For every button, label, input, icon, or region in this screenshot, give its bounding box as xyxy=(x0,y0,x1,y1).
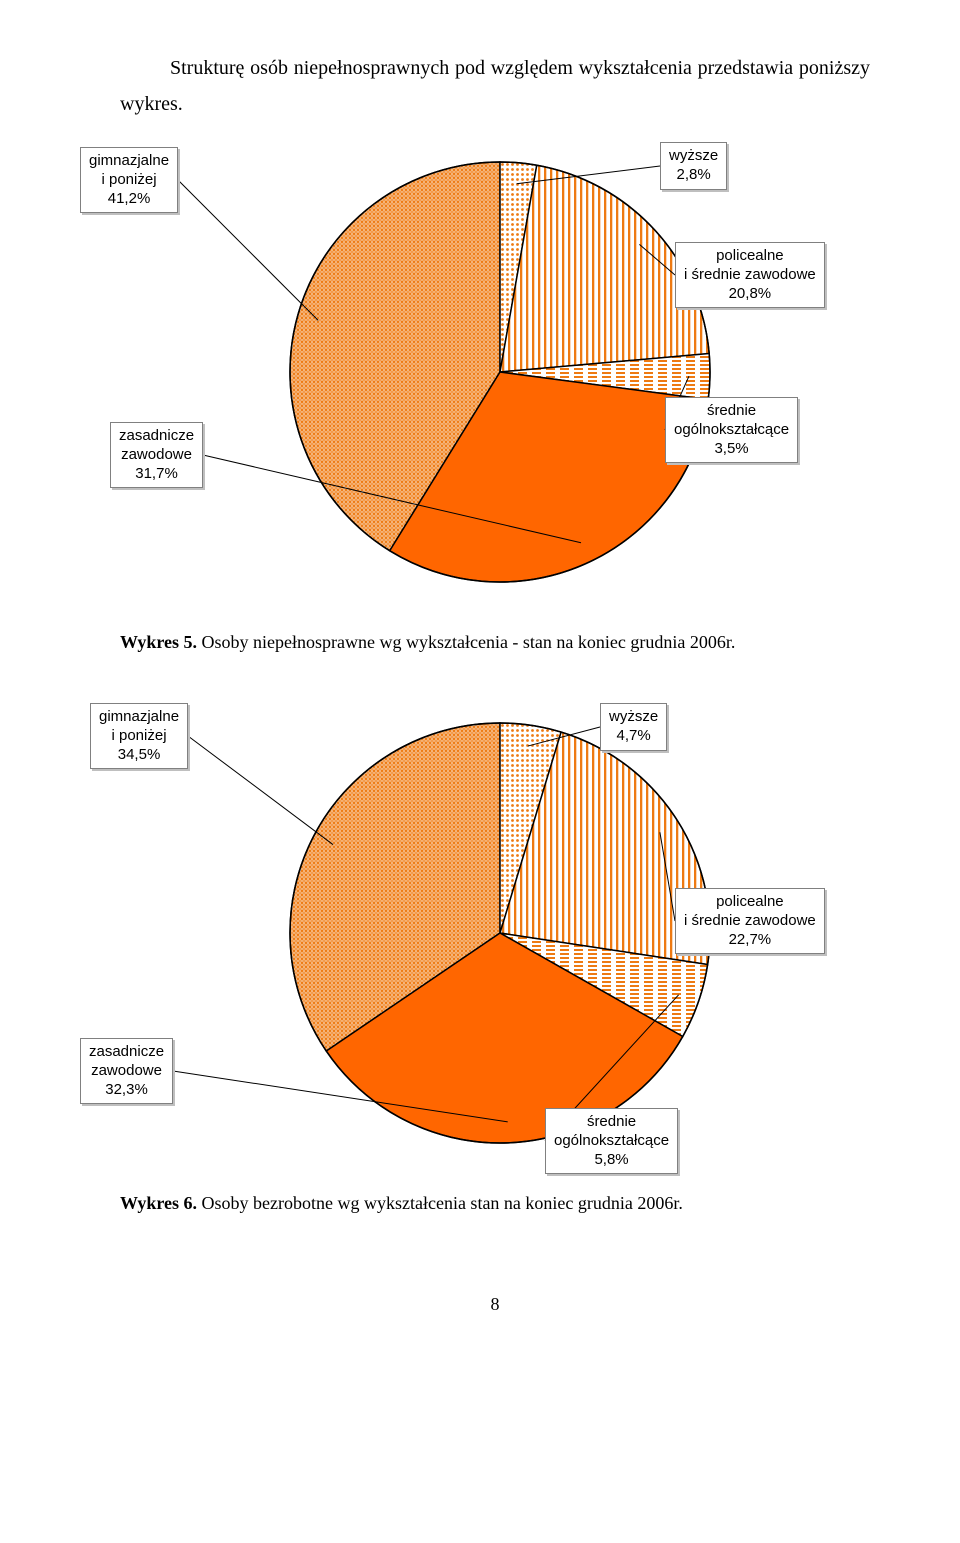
callout-zasad: zasadniczezawodowe31,7% xyxy=(110,422,203,488)
chart-2-caption: Wykres 6. Osoby bezrobotne wg wykształce… xyxy=(120,1193,870,1214)
page-number: 8 xyxy=(120,1294,870,1315)
caption-label: Wykres 5. xyxy=(120,632,197,652)
caption-text: Osoby bezrobotne wg wykształcenia stan n… xyxy=(202,1193,683,1213)
pie-chart-svg xyxy=(280,713,720,1153)
callout-gimn: gimnazjalnei poniżej34,5% xyxy=(90,703,188,769)
chart-2-pie xyxy=(280,713,720,1153)
callout-wyz: wyższe2,8% xyxy=(660,142,727,190)
callout-pol: policealnei średnie zawodowe20,8% xyxy=(675,242,825,308)
chart-1-caption: Wykres 5. Osoby niepełnosprawne wg wyksz… xyxy=(120,632,870,653)
chart-1-pie xyxy=(280,152,720,592)
callout-ogol: średnieogólnokształcące3,5% xyxy=(665,397,798,463)
caption-text: Osoby niepełnosprawne wg wykształcenia -… xyxy=(202,632,736,652)
callout-ogol: średnieogólnokształcące5,8% xyxy=(545,1108,678,1174)
callout-wyz: wyższe4,7% xyxy=(600,703,667,751)
callout-gimn: gimnazjalnei poniżej41,2% xyxy=(80,147,178,213)
callout-zasad: zasadniczezawodowe32,3% xyxy=(80,1038,173,1104)
chart-2: gimnazjalnei poniżej34,5%wyższe4,7%polic… xyxy=(120,713,880,1153)
pie-chart-svg xyxy=(280,152,720,592)
page: Strukturę osób niepełnosprawnych pod wzg… xyxy=(0,0,960,1355)
intro-text: Strukturę osób niepełnosprawnych pod wzg… xyxy=(120,57,870,115)
intro-paragraph: Strukturę osób niepełnosprawnych pod wzg… xyxy=(120,50,870,122)
callout-pol: policealnei średnie zawodowe22,7% xyxy=(675,888,825,954)
chart-1: gimnazjalnei poniżej41,2%wyższe2,8%polic… xyxy=(120,152,880,592)
caption-label: Wykres 6. xyxy=(120,1193,197,1213)
